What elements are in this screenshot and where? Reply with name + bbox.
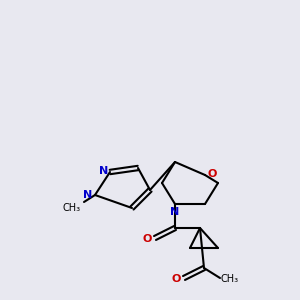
Text: O: O: [207, 169, 217, 179]
Text: O: O: [171, 274, 181, 284]
Text: N: N: [83, 190, 93, 200]
Text: O: O: [142, 234, 152, 244]
Text: N: N: [99, 166, 109, 176]
Text: CH₃: CH₃: [221, 274, 239, 284]
Text: CH₃: CH₃: [63, 203, 81, 213]
Text: N: N: [170, 207, 180, 217]
